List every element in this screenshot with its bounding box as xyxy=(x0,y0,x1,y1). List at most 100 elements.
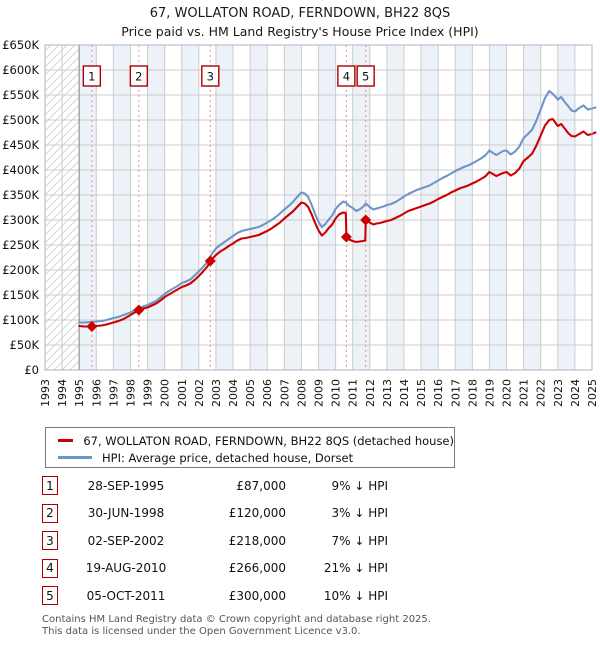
sale-number-badge: 4 xyxy=(42,558,58,578)
y-tick-label: £550K xyxy=(2,88,39,102)
y-tick-label: £450K xyxy=(2,138,39,152)
hpi-line-swatch xyxy=(58,456,92,459)
y-tick-label: £300K xyxy=(2,213,39,227)
sale-price: £300,000 xyxy=(228,588,286,603)
sale-hpi-delta: 9% ↓ HPI xyxy=(331,478,388,493)
x-tick-label: 2003 xyxy=(210,379,223,407)
page-title: 67, WOLLATON ROAD, FERNDOWN, BH22 8QS xyxy=(149,6,451,21)
sale-date: 05-OCT-2011 xyxy=(86,588,166,603)
x-tick-label: 2018 xyxy=(466,379,479,407)
y-tick-label: £400K xyxy=(2,163,39,177)
sale-price: £218,000 xyxy=(228,533,286,548)
sale-hpi-delta: 10% ↓ HPI xyxy=(323,588,388,603)
x-tick-label: 2010 xyxy=(330,379,343,407)
legend-label-property: 67, WOLLATON ROAD, FERNDOWN, BH22 8QS (d… xyxy=(83,433,454,448)
price-chart: 1 2 3 4 5 £0 £50K £100K £150K £200K £250K £300K £350… xyxy=(2,38,599,407)
sale-date: 19-AUG-2010 xyxy=(85,561,167,576)
y-tick-label: £250K xyxy=(2,238,39,252)
x-tick-label: 2019 xyxy=(483,379,496,407)
x-tick-label: 2001 xyxy=(176,379,189,407)
y-tick-label: £650K xyxy=(2,38,39,52)
legend-item-hpi: HPI: Average price, detached house, Dors… xyxy=(58,449,454,466)
x-tick-label: 2009 xyxy=(313,379,326,407)
x-tick-label: 1996 xyxy=(90,379,103,407)
sale-date: 02-SEP-2002 xyxy=(87,533,165,548)
sale-label-number: 1 xyxy=(88,70,95,84)
x-axis-labels: 1993 1994 1995 1996 1997 1998 1999 2000 2001 2002… xyxy=(39,379,599,407)
y-tick-label: £0 xyxy=(24,363,39,377)
x-tick-label: 1998 xyxy=(124,379,137,407)
page-subtitle: Price paid vs. HM Land Registry's House … xyxy=(121,24,479,39)
sale-date: 28-SEP-1995 xyxy=(87,478,165,493)
chart-legend: 67, WOLLATON ROAD, FERNDOWN, BH22 8QS (d… xyxy=(45,427,455,468)
hpi-line xyxy=(78,89,597,324)
x-tick-label: 2004 xyxy=(227,379,240,407)
y-tick-label: £350K xyxy=(2,188,39,202)
plot-border xyxy=(44,44,593,371)
sale-number-badge: 5 xyxy=(42,586,58,606)
sale-markers xyxy=(86,214,372,332)
x-tick-label: 2002 xyxy=(193,379,206,407)
x-tick-label: 1993 xyxy=(39,379,52,407)
license-footer: Contains HM Land Registry data © Crown c… xyxy=(42,614,582,638)
y-axis-labels: £0 £50K £100K £150K £200K £250K £300K £350K £400… xyxy=(2,38,39,377)
sale-label-number: 2 xyxy=(135,70,142,84)
sale-marker xyxy=(360,214,372,226)
sale-hpi-delta: 7% ↓ HPI xyxy=(331,533,388,548)
footer-line-1: Contains HM Land Registry data © Crown c… xyxy=(42,614,431,625)
y-tick-label: £150K xyxy=(2,288,39,302)
sale-marker xyxy=(204,255,216,267)
x-tick-label: 2022 xyxy=(535,379,548,407)
sale-label-number: 5 xyxy=(362,70,369,84)
sale-marker xyxy=(86,321,98,332)
table-row: 1 28-SEP-1995 £87,000 9% ↓ HPI xyxy=(42,472,388,500)
x-tick-label: 2012 xyxy=(364,379,377,407)
table-row: 5 05-OCT-2011 £300,000 10% ↓ HPI xyxy=(42,582,388,610)
y-tick-label: £100K xyxy=(2,313,39,327)
sale-number-badge: 3 xyxy=(42,531,58,551)
sale-date: 30-JUN-1998 xyxy=(87,506,165,521)
x-tick-label: 2000 xyxy=(159,379,172,407)
sale-marker xyxy=(340,231,352,243)
sale-hpi-delta: 3% ↓ HPI xyxy=(331,506,388,521)
x-tick-label: 2016 xyxy=(432,379,445,407)
sale-date-lines xyxy=(91,45,367,370)
legend-item-property: 67, WOLLATON ROAD, FERNDOWN, BH22 8QS (d… xyxy=(58,432,454,449)
x-tick-label: 2021 xyxy=(518,379,531,407)
x-tick-label: 2023 xyxy=(552,379,565,407)
sale-label-number: 3 xyxy=(207,70,214,84)
x-tick-label: 2014 xyxy=(398,379,411,407)
y-tick-label: £600K xyxy=(2,63,39,77)
x-tick-label: 2011 xyxy=(347,379,360,407)
legend-label-hpi: HPI: Average price, detached house, Dors… xyxy=(102,450,354,465)
x-tick-label: 2024 xyxy=(569,379,582,407)
x-tick-label: 1995 xyxy=(73,379,86,407)
x-tick-label: 2008 xyxy=(295,379,308,407)
sale-label-number: 4 xyxy=(343,70,350,84)
sale-number-badge: 2 xyxy=(42,503,58,523)
x-tick-label: 2007 xyxy=(278,379,291,407)
x-tick-label: 2015 xyxy=(415,379,428,407)
sale-price: £266,000 xyxy=(228,561,286,576)
footer-line-2: This data is licensed under the Open Gov… xyxy=(42,626,361,637)
property-line-swatch xyxy=(58,439,74,442)
year-bands xyxy=(79,45,575,370)
x-tick-label: 2025 xyxy=(586,379,599,407)
y-tick-label: £200K xyxy=(2,263,39,277)
sale-number-badge: 1 xyxy=(42,476,58,496)
x-tick-label: 2005 xyxy=(244,379,257,407)
x-tick-label: 1999 xyxy=(142,379,155,407)
x-tick-label: 2013 xyxy=(381,379,394,407)
table-row: 3 02-SEP-2002 £218,000 7% ↓ HPI xyxy=(42,527,388,555)
table-row: 2 30-JUN-1998 £120,000 3% ↓ HPI xyxy=(42,500,388,528)
x-tick-label: 1997 xyxy=(107,379,120,407)
x-tick-label: 1994 xyxy=(56,379,69,407)
x-tick-label: 2006 xyxy=(261,379,274,407)
x-tick-label: 2017 xyxy=(449,379,462,407)
y-tick-label: £50K xyxy=(10,338,40,352)
y-tick-label: £500K xyxy=(2,113,39,127)
sales-table: 1 28-SEP-1995 £87,000 9% ↓ HPI 2 30-JUN-… xyxy=(42,472,388,610)
sale-price: £120,000 xyxy=(228,506,286,521)
sale-price: £87,000 xyxy=(236,478,286,493)
